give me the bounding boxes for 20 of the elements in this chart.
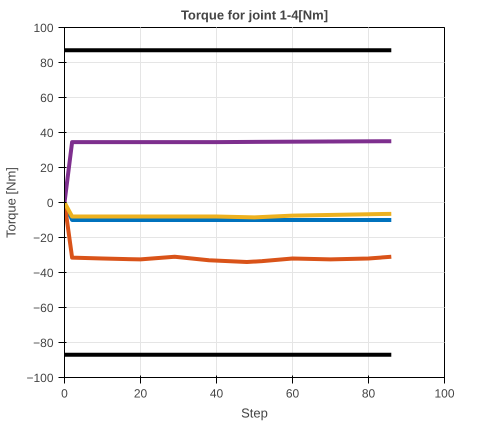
y-tick-label: −100 <box>26 371 54 385</box>
x-tick-label: 0 <box>61 386 68 400</box>
y-tick-label: −20 <box>33 231 54 245</box>
x-tick-label: 100 <box>434 386 455 400</box>
chart-title: Torque for joint 1-4[Nm] <box>180 8 328 22</box>
y-axis-title: Torque [Nm] <box>3 167 18 238</box>
x-tick-label: 60 <box>286 386 300 400</box>
y-tick-label: 80 <box>40 56 54 70</box>
y-tick-label: 0 <box>46 196 54 210</box>
y-tick-label: 100 <box>33 21 54 35</box>
y-tick-label: 20 <box>40 161 54 175</box>
x-tick-label: 80 <box>362 386 376 400</box>
y-tick-label: −80 <box>33 336 54 350</box>
x-tick-label: 20 <box>134 386 148 400</box>
y-tick-label: −40 <box>33 266 54 280</box>
x-tick-label: 40 <box>210 386 224 400</box>
y-tick-label: 60 <box>40 91 54 105</box>
x-axis-title: Step <box>241 406 268 420</box>
y-tick-label: 40 <box>40 126 54 140</box>
y-tick-label: −60 <box>33 301 54 315</box>
